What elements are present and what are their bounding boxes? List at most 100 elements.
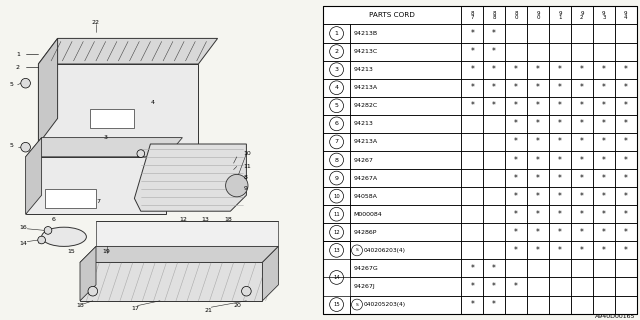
- Bar: [505, 277, 527, 296]
- Text: *: *: [470, 300, 474, 309]
- Text: 94058A: 94058A: [353, 194, 377, 199]
- Bar: [323, 151, 350, 169]
- Bar: [593, 79, 615, 97]
- Bar: [483, 223, 505, 241]
- Bar: [615, 79, 637, 97]
- Bar: [323, 24, 350, 43]
- Text: 040205203(4): 040205203(4): [364, 302, 406, 307]
- Text: 94286P: 94286P: [353, 230, 376, 235]
- Bar: [505, 43, 527, 60]
- Bar: [527, 24, 549, 43]
- Text: 13: 13: [333, 248, 340, 253]
- Polygon shape: [80, 246, 96, 301]
- Text: *: *: [558, 119, 562, 128]
- Bar: [615, 151, 637, 169]
- Bar: [549, 133, 571, 151]
- Bar: [483, 241, 505, 260]
- Text: *: *: [492, 29, 496, 38]
- Text: 15: 15: [67, 249, 75, 254]
- Text: 4: 4: [150, 100, 154, 105]
- Bar: [505, 205, 527, 223]
- Text: 94213: 94213: [353, 67, 373, 72]
- Circle shape: [20, 78, 31, 88]
- Text: 5: 5: [335, 103, 339, 108]
- Text: *: *: [602, 119, 606, 128]
- Bar: [483, 24, 505, 43]
- Text: 3: 3: [104, 135, 108, 140]
- Bar: [571, 151, 593, 169]
- Bar: [527, 60, 549, 79]
- Text: *: *: [580, 246, 584, 255]
- Text: 94213B: 94213B: [353, 31, 377, 36]
- Bar: [615, 115, 637, 133]
- Bar: [615, 296, 637, 314]
- Text: *: *: [558, 228, 562, 237]
- Text: *: *: [580, 119, 584, 128]
- Bar: [505, 296, 527, 314]
- Text: *: *: [514, 65, 518, 74]
- Bar: [527, 187, 549, 205]
- Text: 10: 10: [243, 151, 251, 156]
- Text: *: *: [514, 246, 518, 255]
- Text: *: *: [470, 282, 474, 291]
- Bar: [527, 277, 549, 296]
- Text: *: *: [624, 83, 628, 92]
- Bar: [593, 115, 615, 133]
- Text: *: *: [492, 65, 496, 74]
- Bar: [323, 6, 461, 24]
- Bar: [527, 205, 549, 223]
- Text: *: *: [558, 137, 562, 147]
- Bar: [483, 296, 505, 314]
- Text: *: *: [492, 101, 496, 110]
- Bar: [505, 6, 527, 24]
- Bar: [527, 6, 549, 24]
- Bar: [505, 133, 527, 151]
- Bar: [461, 133, 483, 151]
- Ellipse shape: [42, 227, 86, 246]
- Text: 9
4: 9 4: [624, 11, 628, 20]
- Polygon shape: [262, 246, 278, 301]
- Text: *: *: [558, 246, 562, 255]
- Bar: [483, 260, 505, 277]
- Bar: [350, 115, 461, 133]
- Text: 1: 1: [335, 31, 339, 36]
- Text: 13: 13: [202, 217, 209, 222]
- Text: *: *: [558, 65, 562, 74]
- Bar: [527, 296, 549, 314]
- Bar: [571, 43, 593, 60]
- Bar: [461, 151, 483, 169]
- Bar: [323, 187, 350, 205]
- Text: 14: 14: [19, 241, 27, 246]
- Text: *: *: [580, 192, 584, 201]
- Bar: [350, 296, 461, 314]
- Text: *: *: [514, 282, 518, 291]
- Text: *: *: [602, 246, 606, 255]
- Bar: [483, 43, 505, 60]
- Text: *: *: [558, 83, 562, 92]
- Bar: [323, 296, 350, 314]
- Bar: [615, 169, 637, 187]
- Bar: [323, 169, 350, 187]
- Bar: [593, 133, 615, 151]
- Text: *: *: [624, 246, 628, 255]
- Bar: [461, 223, 483, 241]
- Bar: [323, 223, 350, 241]
- Polygon shape: [26, 157, 166, 214]
- Text: *: *: [536, 65, 540, 74]
- Bar: [527, 97, 549, 115]
- Bar: [593, 43, 615, 60]
- Bar: [461, 169, 483, 187]
- Bar: [350, 169, 461, 187]
- Text: *: *: [602, 137, 606, 147]
- Text: *: *: [470, 83, 474, 92]
- Bar: [549, 241, 571, 260]
- Bar: [615, 223, 637, 241]
- Bar: [483, 60, 505, 79]
- Text: 20: 20: [234, 303, 241, 308]
- Text: S: S: [356, 303, 358, 307]
- Bar: [527, 115, 549, 133]
- Text: *: *: [536, 173, 540, 183]
- Polygon shape: [134, 144, 246, 211]
- Text: *: *: [624, 210, 628, 219]
- Bar: [323, 115, 350, 133]
